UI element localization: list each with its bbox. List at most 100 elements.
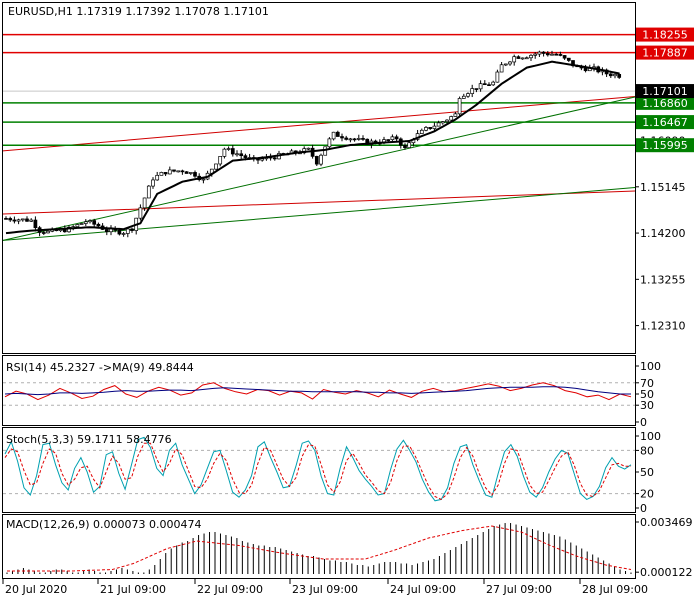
time-axis: 20 Jul 2020 21 Jul 09:00 22 Jul 09:00 23 Ju… bbox=[2, 579, 648, 596]
candle-body bbox=[470, 88, 475, 94]
candle-body bbox=[104, 229, 109, 233]
axis-tick-label: 100 bbox=[640, 360, 661, 373]
candle-body bbox=[566, 57, 571, 61]
candle-body bbox=[344, 137, 349, 140]
rsi-panel-title: RSI(14) 45.2327 ->MA(9) 49.8444 bbox=[6, 361, 194, 374]
candle-body bbox=[75, 224, 80, 228]
level-label-text: 1.16467 bbox=[642, 116, 688, 129]
candle-body bbox=[83, 221, 88, 224]
candle-body bbox=[550, 53, 554, 56]
level-label-box bbox=[636, 27, 694, 42]
candle-body bbox=[613, 74, 617, 77]
candle-body bbox=[608, 73, 613, 77]
candle-body bbox=[503, 63, 508, 66]
candle-body bbox=[96, 223, 101, 227]
candle-body bbox=[516, 56, 521, 59]
macd-panel-frame bbox=[2, 514, 636, 579]
axis-tick-label: 80 bbox=[640, 444, 654, 457]
candle-body bbox=[499, 64, 504, 73]
candle-body bbox=[155, 174, 160, 181]
candle-body bbox=[79, 223, 84, 225]
level-label-box bbox=[636, 138, 694, 153]
time-axis-label: 24 Jul 09:00 bbox=[390, 583, 456, 596]
candle-body bbox=[340, 136, 344, 139]
stoch-panel-title: Stoch(5,3,3) 59.1711 58.4776 bbox=[6, 433, 172, 446]
candle-body bbox=[235, 153, 239, 156]
candle-body bbox=[201, 178, 206, 181]
series-line bbox=[4, 382, 632, 401]
macd-signal-line bbox=[7, 525, 632, 572]
time-axis-label: 28 Jul 09:00 bbox=[582, 583, 648, 596]
candle-body bbox=[306, 147, 311, 150]
candle-body bbox=[482, 83, 487, 86]
axis-tick-label: 0.000122 bbox=[640, 566, 693, 579]
candle-body bbox=[558, 54, 563, 56]
candle-body bbox=[583, 67, 588, 72]
moving-average-line bbox=[5, 60, 620, 235]
candle-body bbox=[29, 219, 34, 222]
trendline bbox=[2, 95, 636, 152]
candle-body bbox=[41, 232, 46, 234]
series-line bbox=[4, 442, 631, 500]
candle-body bbox=[386, 139, 391, 141]
price-levels bbox=[3, 33, 635, 146]
candle-body bbox=[335, 131, 340, 137]
candle-body bbox=[554, 53, 559, 56]
candle-body bbox=[419, 129, 424, 134]
price-tick-label: 1.15145 bbox=[640, 181, 686, 194]
series-line bbox=[4, 436, 632, 502]
candle-body bbox=[432, 125, 437, 129]
axis-tick-label: 20 bbox=[640, 488, 654, 501]
trendline bbox=[2, 187, 636, 241]
candle-body bbox=[218, 156, 223, 165]
candle-body bbox=[226, 148, 231, 150]
candle-body bbox=[617, 74, 622, 78]
price-tick-label: 1.14200 bbox=[640, 227, 686, 240]
candle-body bbox=[8, 218, 13, 221]
candle-body bbox=[478, 83, 483, 90]
candle-body bbox=[4, 218, 8, 220]
candle-body bbox=[125, 228, 130, 234]
candle-body bbox=[524, 57, 529, 60]
candle-body bbox=[33, 219, 38, 229]
candle-body bbox=[310, 147, 315, 157]
candle-body bbox=[184, 171, 189, 174]
candle-body bbox=[260, 158, 265, 161]
candle-body bbox=[222, 148, 227, 157]
candle-body bbox=[541, 51, 546, 54]
candle-body bbox=[214, 163, 218, 170]
candle-body bbox=[445, 119, 449, 122]
candle-body bbox=[46, 230, 50, 234]
axis-tick-label: 50 bbox=[640, 388, 654, 401]
candle-body bbox=[449, 116, 454, 121]
time-axis-label: 22 Jul 09:00 bbox=[197, 583, 263, 596]
candle-body bbox=[508, 61, 512, 65]
axis-tick-label: 0 bbox=[640, 416, 647, 429]
candle-body bbox=[529, 54, 533, 59]
time-axis-label: 21 Jul 09:00 bbox=[100, 583, 166, 596]
candle-body bbox=[12, 219, 17, 222]
candle-body bbox=[491, 81, 496, 86]
candle-body bbox=[474, 88, 479, 90]
trendline bbox=[2, 190, 636, 215]
level-label-box bbox=[636, 45, 694, 60]
macd-panel-title: MACD(12,26,9) 0.000073 0.000474 bbox=[6, 518, 202, 531]
candle-body bbox=[239, 153, 244, 157]
level-label-text: 1.16860 bbox=[642, 97, 688, 110]
price-tick-label: 1.13255 bbox=[640, 273, 686, 286]
candle-body bbox=[466, 93, 470, 97]
candle-body bbox=[88, 220, 92, 223]
candle-body bbox=[428, 127, 433, 129]
rsi-panel-frame bbox=[2, 355, 636, 426]
candle-body bbox=[407, 142, 412, 149]
candle-body bbox=[159, 172, 164, 176]
candle-body bbox=[453, 113, 458, 117]
candle-body bbox=[424, 127, 428, 131]
candle-body bbox=[487, 84, 491, 86]
time-axis-label: 23 Jul 09:00 bbox=[292, 583, 358, 596]
level-label-text: 1.18255 bbox=[642, 29, 688, 42]
candle-body bbox=[272, 157, 277, 160]
axis-tick-label: 30 bbox=[640, 399, 654, 412]
